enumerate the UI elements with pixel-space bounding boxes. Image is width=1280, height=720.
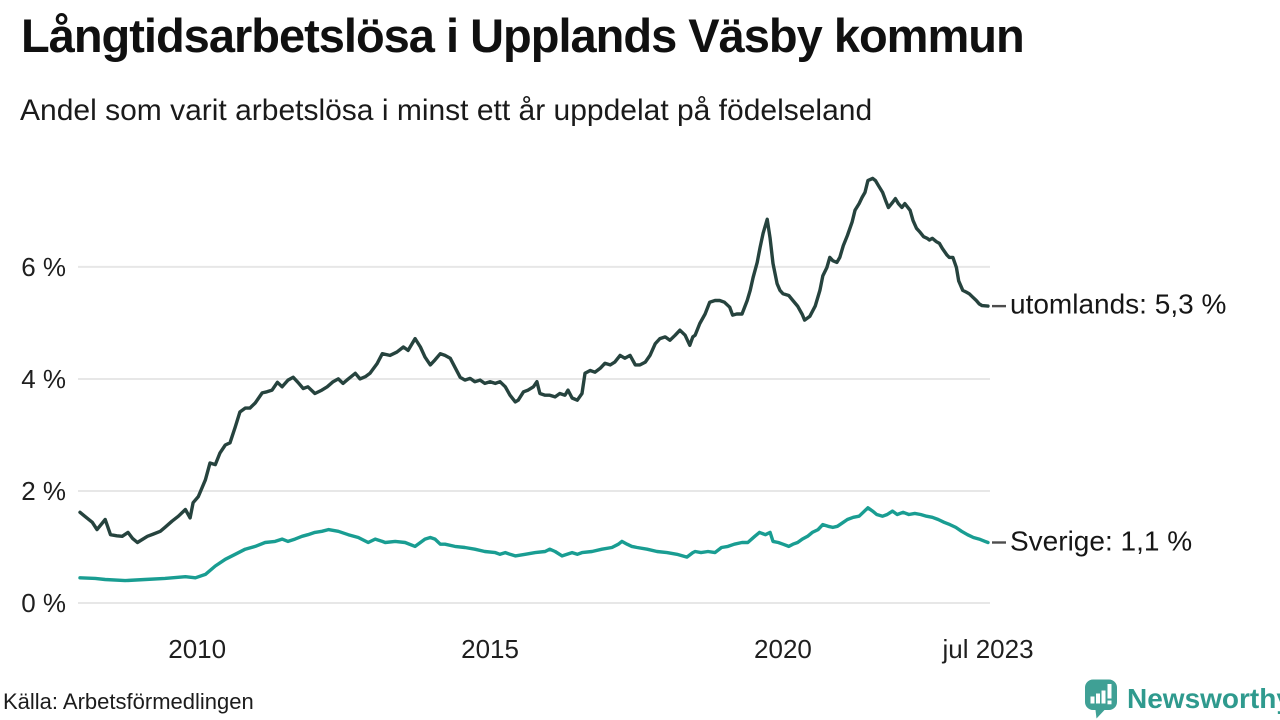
- y-tick-label: 4 %: [21, 364, 66, 394]
- page-title: Långtidsarbetslösa i Upplands Väsby komm…: [21, 9, 1025, 62]
- source-credit: Källa: Arbetsförmedlingen: [3, 689, 254, 714]
- x-tick-label: 2010: [168, 634, 226, 664]
- page-subtitle: Andel som varit arbetslösa i minst ett å…: [20, 94, 873, 127]
- x-tick-label: jul 2023: [941, 634, 1033, 664]
- y-tick-label: 2 %: [21, 476, 66, 506]
- x-tick-label: 2020: [754, 634, 812, 664]
- y-tick-label: 6 %: [21, 252, 66, 282]
- newsworthy-logo[interactable]: Newsworthy: [1084, 679, 1280, 719]
- newsworthy-bubble-chart-icon: [1084, 679, 1118, 719]
- series-line-utomlands: [78, 176, 990, 545]
- series-end-label-utomlands: utomlands: 5,3 %: [1010, 288, 1227, 320]
- x-tick-label: 2015: [461, 634, 519, 664]
- newsworthy-wordmark: Newsworthy: [1127, 683, 1280, 714]
- series-end-label-sverige: Sverige: 1,1 %: [1010, 525, 1193, 557]
- series-line-sverige: [78, 506, 990, 583]
- y-tick-label: 0 %: [21, 588, 66, 618]
